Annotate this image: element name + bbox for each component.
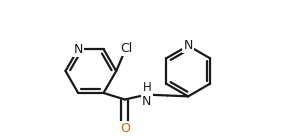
Text: O: O [120,122,130,135]
Text: N: N [73,43,83,56]
Text: H
N: H N [142,81,151,109]
Text: Cl: Cl [120,42,132,55]
Text: N: N [142,95,151,108]
Text: H: H [143,81,151,94]
Text: N: N [183,39,193,52]
